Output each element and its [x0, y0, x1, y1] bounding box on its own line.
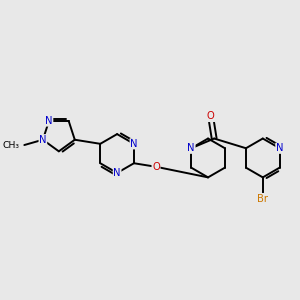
Text: N: N — [39, 135, 46, 145]
Text: N: N — [276, 143, 284, 153]
Text: N: N — [113, 168, 121, 178]
Text: N: N — [130, 139, 138, 149]
Text: N: N — [188, 143, 195, 153]
Text: N: N — [45, 116, 53, 126]
Text: O: O — [152, 162, 160, 172]
Text: Br: Br — [257, 194, 268, 204]
Text: CH₃: CH₃ — [3, 140, 20, 149]
Text: O: O — [207, 111, 214, 122]
